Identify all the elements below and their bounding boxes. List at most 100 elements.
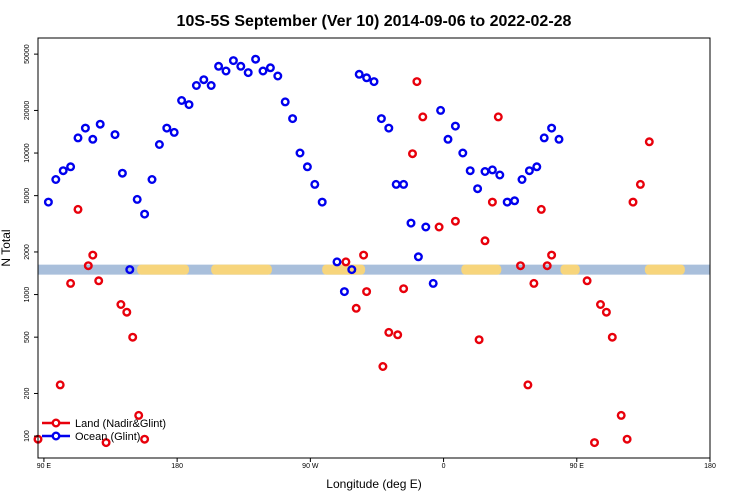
y-tick-label: 5000 — [24, 188, 31, 204]
data-point — [524, 166, 534, 176]
data-point — [147, 174, 157, 184]
data-point — [434, 222, 444, 232]
x-tick-label: 180 — [171, 463, 183, 470]
data-point — [421, 222, 431, 232]
plot-frame — [37, 37, 711, 459]
data-point — [362, 73, 372, 83]
data-point — [590, 438, 600, 448]
data-point — [408, 149, 418, 159]
data-point — [251, 54, 261, 64]
land-patch — [137, 264, 189, 275]
data-point — [58, 166, 68, 176]
data-point — [73, 204, 83, 214]
data-point — [134, 410, 144, 420]
data-point — [536, 204, 546, 214]
data-point — [339, 287, 349, 297]
data-point — [66, 278, 76, 288]
data-point — [399, 284, 409, 294]
data-point — [140, 209, 150, 219]
data-point — [125, 265, 135, 275]
data-point — [94, 276, 104, 286]
data-point — [539, 133, 549, 143]
data-point — [547, 250, 557, 260]
land-series — [33, 77, 654, 448]
data-point — [443, 134, 453, 144]
data-point — [332, 257, 342, 267]
data-point — [122, 307, 132, 317]
data-point — [132, 194, 142, 204]
data-point — [88, 134, 98, 144]
y-axis: 100 200 500 1000 2000 5000 10000 20000 50000 — [24, 44, 38, 442]
data-point — [487, 165, 497, 175]
data-point — [51, 174, 61, 184]
data-point — [347, 265, 357, 275]
data-point — [369, 77, 379, 87]
data-point — [199, 75, 209, 85]
data-point — [516, 261, 526, 271]
data-point — [412, 77, 422, 87]
data-point — [162, 123, 172, 133]
y-tick-label: 100 — [24, 430, 31, 442]
data-point — [73, 133, 83, 143]
data-point — [399, 179, 409, 189]
y-tick-label: 2000 — [24, 244, 31, 260]
data-point — [116, 300, 126, 310]
legend-marker — [51, 418, 61, 428]
data-point — [359, 250, 369, 260]
data-point — [351, 303, 361, 313]
data-point — [288, 114, 298, 124]
data-point — [384, 123, 394, 133]
data-points — [33, 54, 654, 448]
data-point — [354, 69, 364, 79]
data-point — [117, 168, 127, 178]
data-point — [80, 123, 90, 133]
data-point — [393, 330, 403, 340]
data-point — [184, 100, 194, 110]
data-point — [582, 276, 592, 286]
legend-label: Ocean (Glint) — [75, 431, 140, 443]
data-point — [628, 197, 638, 207]
legend-entry: Ocean (Glint) — [42, 431, 140, 443]
data-point — [465, 166, 475, 176]
land-patch — [461, 264, 502, 275]
data-point — [140, 434, 150, 444]
data-point — [616, 410, 626, 420]
legend-marker — [51, 431, 61, 441]
data-point — [532, 162, 542, 172]
data-point — [622, 434, 632, 444]
x-tick-label: 90 E — [37, 463, 52, 470]
data-point — [601, 307, 611, 317]
land-patch — [560, 264, 580, 275]
ocean-series — [43, 54, 564, 297]
reference-band — [38, 264, 710, 275]
y-tick-label: 200 — [24, 388, 31, 400]
data-point — [480, 236, 490, 246]
data-point — [317, 197, 327, 207]
data-point — [378, 362, 388, 372]
land-patch — [211, 264, 272, 275]
x-tick-label: 90 E — [570, 463, 585, 470]
data-point — [428, 278, 438, 288]
data-point — [495, 170, 505, 180]
land-patch — [322, 264, 366, 275]
data-point — [110, 130, 120, 140]
data-point — [480, 166, 490, 176]
x-axis-label: Longitude (deg E) — [326, 477, 421, 491]
data-point — [95, 119, 105, 129]
data-point — [644, 137, 654, 147]
data-point — [384, 327, 394, 337]
data-point — [191, 80, 201, 90]
y-tick-label: 20000 — [24, 101, 31, 121]
legend: Land (Nadir&Glint)Ocean (Glint) — [42, 418, 166, 443]
data-point — [529, 278, 539, 288]
data-point — [228, 56, 238, 66]
data-point — [273, 71, 283, 81]
x-axis: 90 E 180 90 W 0 90 E 180 — [37, 458, 716, 470]
data-point — [510, 196, 520, 206]
data-point — [376, 114, 386, 124]
data-point — [265, 63, 275, 73]
data-point — [128, 332, 138, 342]
legend-label: Land (Nadir&Glint) — [75, 418, 166, 430]
reference-band-rect — [38, 264, 710, 275]
